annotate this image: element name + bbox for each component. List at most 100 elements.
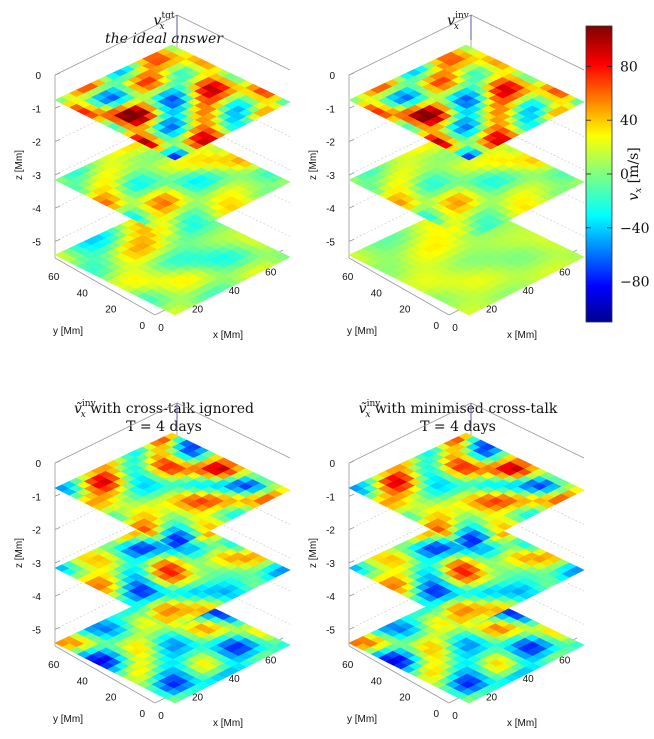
y-axis-line	[348, 257, 450, 316]
x-axis-label: x [Mm]	[213, 718, 243, 729]
heat-cell	[274, 641, 291, 649]
y-tick-label: 60	[48, 660, 60, 671]
z-tick	[54, 626, 61, 630]
z-tick	[348, 72, 355, 76]
y-tick-label: 40	[77, 288, 89, 299]
z-tick-label: -5	[32, 237, 41, 248]
z-tick-label: -1	[326, 104, 335, 115]
z-tick-label: -2	[326, 138, 335, 149]
y-tick-label: 40	[371, 676, 383, 687]
z-axis-label: z [Mm]	[14, 538, 25, 568]
z-tick-label: -4	[32, 204, 41, 215]
z-axis-label: z [Mm]	[308, 538, 319, 568]
slice-z-1	[54, 432, 291, 549]
slice-z-5	[348, 199, 585, 316]
slice-z-3	[348, 124, 585, 241]
y-tick-label: 40	[77, 676, 89, 687]
y-tick-label: 40	[371, 288, 383, 299]
z-tick-label: -5	[32, 625, 41, 636]
panel-title: ṽinv x with cross-talk ignored	[74, 399, 254, 420]
x-tick-label: 40	[229, 674, 241, 685]
z-tick	[54, 238, 61, 242]
z-tick-label: 0	[329, 459, 335, 470]
heat-cell	[568, 566, 585, 574]
x-tick-label: 20	[486, 692, 498, 703]
z-tick	[348, 493, 355, 497]
z-tick-label: -1	[32, 104, 41, 115]
z-tick	[348, 593, 355, 597]
heat-cell	[274, 98, 291, 106]
y-axis-label: y [Mm]	[53, 326, 83, 337]
x-tick-label: 40	[229, 286, 241, 297]
z-tick	[54, 527, 61, 530]
back-edge	[348, 402, 472, 464]
panel-title: vtgt x	[154, 11, 175, 32]
y-tick-label: 20	[105, 693, 117, 704]
panel-subtitle: T = 4 days	[126, 419, 202, 435]
panel-subtitle: T = 4 days	[420, 419, 496, 435]
z-tick	[348, 460, 355, 464]
heat-cell	[568, 98, 585, 106]
back-edge-right	[176, 14, 291, 71]
z-tick	[348, 105, 355, 109]
y-tick-label: 60	[342, 272, 354, 283]
heat-cell	[274, 178, 291, 186]
z-axis-label: z [Mm]	[14, 150, 25, 180]
x-tick-label: 20	[192, 304, 204, 315]
z-tick-label: -3	[32, 171, 41, 182]
slice-z-3	[348, 512, 585, 629]
z-tick	[54, 72, 61, 76]
colorbar-label: vx [m/s]	[626, 147, 644, 201]
z-axis-label: z [Mm]	[308, 150, 319, 180]
z-tick	[54, 105, 61, 109]
x-axis-label: x [Mm]	[213, 330, 243, 341]
x-tick-label: 40	[523, 286, 535, 297]
y-axis-line	[54, 645, 156, 704]
x-tick-label: 0	[158, 323, 164, 334]
x-tick-label: 60	[559, 267, 571, 278]
y-axis-label: y [Mm]	[347, 714, 377, 725]
z-tick-label: -4	[32, 592, 41, 603]
z-tick	[348, 238, 355, 242]
z-tick-label: -1	[326, 492, 335, 503]
x-tick-label: 20	[192, 692, 204, 703]
z-tick	[348, 560, 355, 564]
x-tick-label: 60	[265, 267, 277, 278]
z-tick-label: 0	[35, 459, 41, 470]
y-tick-label: 0	[433, 709, 439, 720]
x-tick-label: 0	[452, 711, 458, 722]
slice-z-1	[54, 44, 291, 161]
colorbar-tick-label: 40	[620, 113, 638, 129]
back-edge	[54, 14, 178, 76]
z-tick	[54, 493, 61, 497]
z-tick-label: -2	[32, 526, 41, 537]
y-axis-label: y [Mm]	[53, 714, 83, 725]
y-axis-line	[348, 645, 450, 704]
y-tick-label: 60	[342, 660, 354, 671]
z-tick-label: -3	[32, 559, 41, 570]
panel-title: ṽinv x with minimised cross-talk	[359, 399, 558, 420]
y-tick-label: 0	[433, 321, 439, 332]
y-tick-label: 0	[139, 321, 145, 332]
colorbar-ticks: 80 40 0 −40 −80	[586, 59, 650, 291]
back-edge-right	[176, 402, 291, 459]
z-tick	[54, 560, 61, 564]
z-tick	[54, 593, 61, 597]
heat-cell	[568, 641, 585, 649]
z-tick	[348, 626, 355, 630]
x-axis-label: x [Mm]	[507, 718, 537, 729]
z-tick-label: 0	[35, 71, 41, 82]
z-tick-label: -5	[326, 625, 335, 636]
heat-cell	[274, 253, 291, 261]
z-tick	[348, 527, 355, 530]
y-tick-label: 20	[399, 305, 411, 316]
x-tick-label: 20	[486, 304, 498, 315]
z-tick-label: -3	[326, 559, 335, 570]
z-tick-label: 0	[329, 71, 335, 82]
y-tick-label: 20	[399, 693, 411, 704]
z-tick	[348, 172, 355, 176]
